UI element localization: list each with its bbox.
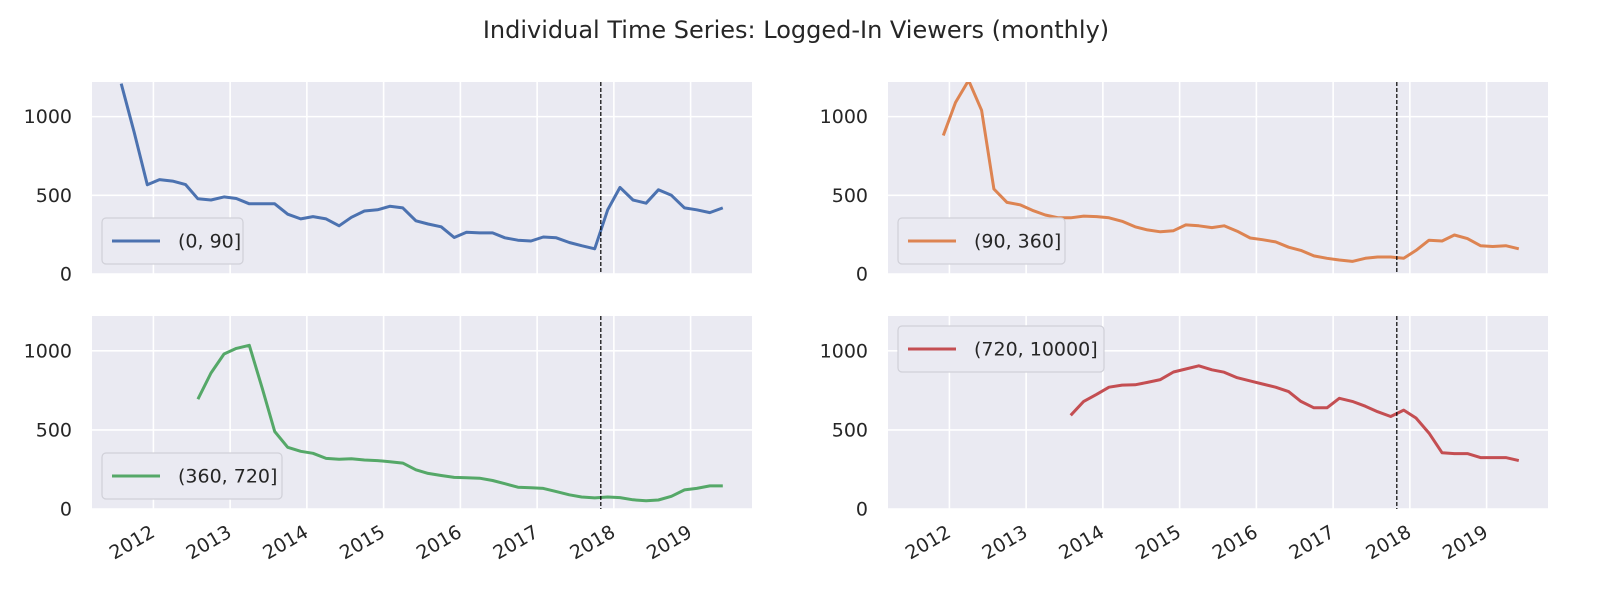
x-tick-label: 2016 (413, 521, 466, 564)
x-tick-label: 2015 (336, 521, 389, 564)
x-tick-label: 2014 (1055, 521, 1108, 564)
legend-box (897, 217, 1066, 265)
y-tick-label: 1000 (820, 340, 868, 362)
y-tick-label: 1000 (820, 106, 868, 128)
subplot: 0 500 1000 2012 2013 2014 2015 2016 2017 2018 2019… (820, 316, 1548, 564)
x-tick-label: 2013 (979, 521, 1032, 564)
y-tick-label: 0 (60, 264, 72, 286)
x-tick-label: 2017 (1285, 521, 1338, 564)
y-tick-label: 0 (856, 499, 868, 521)
y-tick-label: 1000 (24, 340, 72, 362)
subplot: 0 500 1000 (90, 360] (820, 82, 1548, 286)
x-tick-label: 2017 (489, 521, 542, 564)
x-tick-label: 2016 (1209, 521, 1262, 564)
series-line (1069, 364, 1520, 463)
legend-label: (360, 720] (178, 466, 277, 488)
x-tick-label: 2018 (566, 521, 619, 564)
y-tick-label: 500 (36, 185, 72, 207)
y-tick-label: 500 (832, 185, 868, 207)
legend-label: (720, 10000] (974, 339, 1098, 361)
series-line (196, 343, 723, 503)
x-tick-label: 2012 (106, 521, 159, 564)
x-tick-label: 2015 (1132, 521, 1185, 564)
series-line (941, 82, 1520, 263)
subplot: 0 500 1000 2012 2013 2014 2015 2016 2017 2018 2019… (24, 316, 752, 564)
y-tick-label: 0 (60, 499, 72, 521)
legend-label: (90, 360] (974, 231, 1061, 253)
legend-label: (0, 90] (178, 231, 241, 253)
x-tick-label: 2018 (1362, 521, 1415, 564)
legend-box (897, 325, 1105, 373)
y-tick-label: 0 (856, 264, 868, 286)
y-tick-label: 500 (36, 419, 72, 441)
figure-title: Individual Time Series: Logged-In Viewer… (483, 16, 1109, 44)
y-tick-label: 1000 (24, 106, 72, 128)
legend-box (101, 217, 244, 265)
y-tick-label: 500 (832, 419, 868, 441)
series-line (119, 83, 724, 251)
legend-box (101, 452, 283, 500)
x-tick-label: 2014 (259, 521, 312, 564)
x-tick-label: 2019 (1439, 521, 1492, 564)
x-tick-label: 2013 (183, 521, 236, 564)
x-tick-label: 2019 (643, 521, 696, 564)
subplot: 0 500 1000 (0, 90] (24, 82, 752, 286)
x-tick-label: 2012 (902, 521, 955, 564)
